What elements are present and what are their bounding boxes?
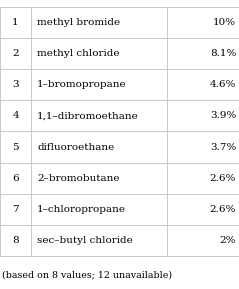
Text: difluoroethane: difluoroethane xyxy=(37,142,114,151)
Text: 4: 4 xyxy=(12,112,19,121)
Text: (based on 8 values; 12 unavailable): (based on 8 values; 12 unavailable) xyxy=(2,270,173,279)
Text: 1: 1 xyxy=(12,18,19,27)
Text: 2%: 2% xyxy=(220,236,236,245)
Text: 6: 6 xyxy=(12,174,19,183)
Text: 2.6%: 2.6% xyxy=(210,205,236,214)
Text: 8: 8 xyxy=(12,236,19,245)
Text: 5: 5 xyxy=(12,142,19,151)
Text: 4.6%: 4.6% xyxy=(210,80,236,89)
Text: 2: 2 xyxy=(12,49,19,58)
Text: 1–chloropropane: 1–chloropropane xyxy=(37,205,126,214)
Text: methyl chloride: methyl chloride xyxy=(37,49,120,58)
Text: 3: 3 xyxy=(12,80,19,89)
Text: 1–bromopropane: 1–bromopropane xyxy=(37,80,127,89)
Text: sec–butyl chloride: sec–butyl chloride xyxy=(37,236,133,245)
Text: 2.6%: 2.6% xyxy=(210,174,236,183)
Text: 3.7%: 3.7% xyxy=(210,142,236,151)
Text: 10%: 10% xyxy=(213,18,236,27)
Text: 8.1%: 8.1% xyxy=(210,49,236,58)
Text: 7: 7 xyxy=(12,205,19,214)
Text: methyl bromide: methyl bromide xyxy=(37,18,120,27)
Text: 1,1–dibromoethane: 1,1–dibromoethane xyxy=(37,112,139,121)
Text: 3.9%: 3.9% xyxy=(210,112,236,121)
Bar xyxy=(0,7,239,256)
Text: 2–bromobutane: 2–bromobutane xyxy=(37,174,120,183)
